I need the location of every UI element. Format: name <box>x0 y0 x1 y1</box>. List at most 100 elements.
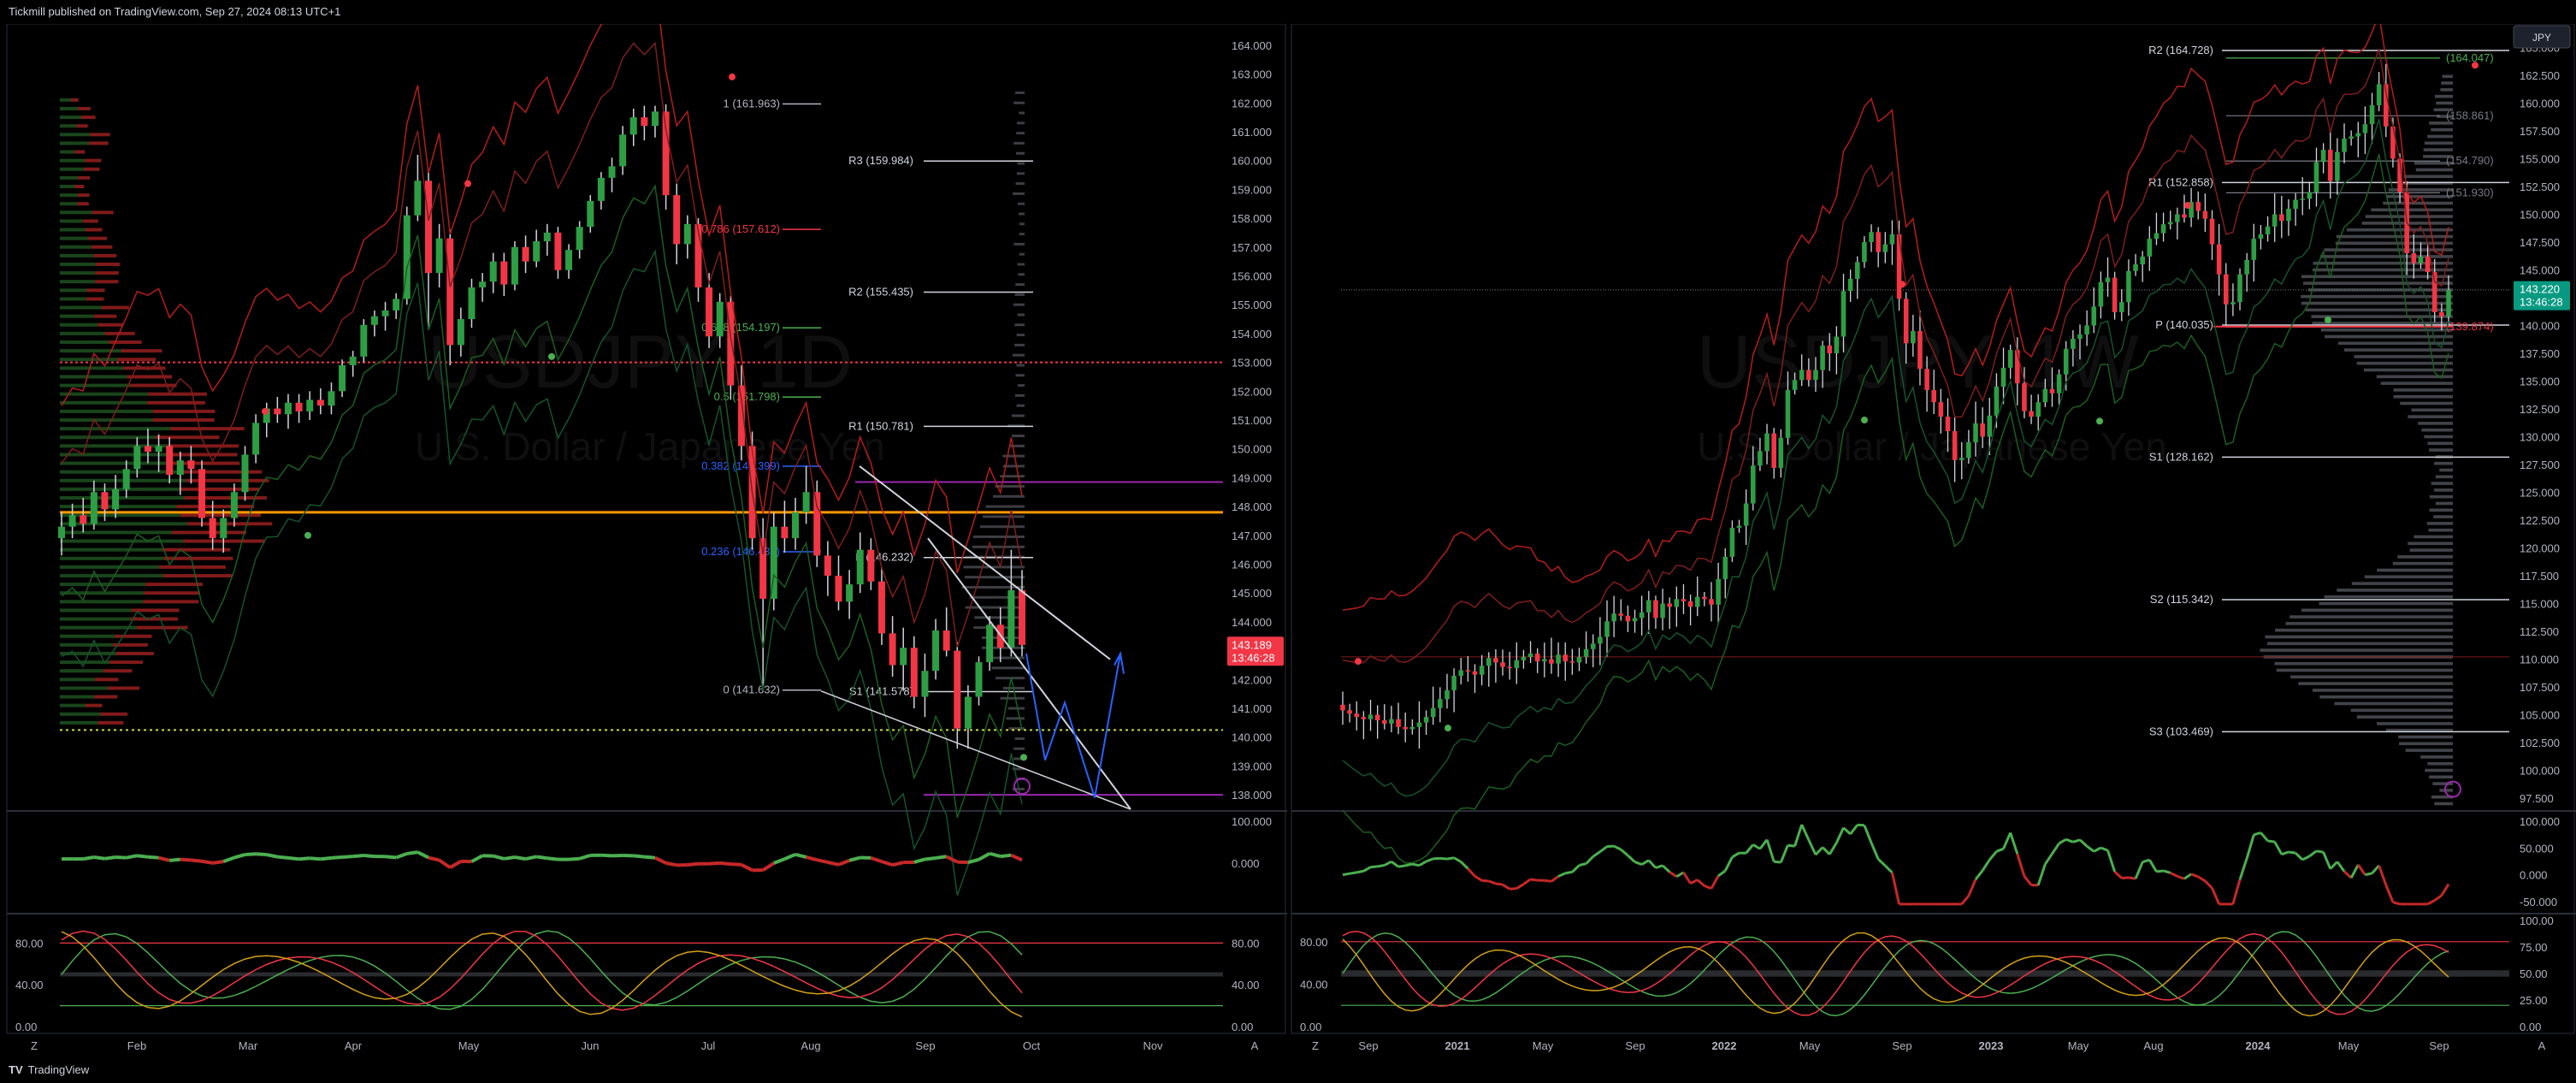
volume-profile-bar <box>2402 181 2453 185</box>
auto-scale-button: A <box>1251 1039 1259 1052</box>
time-tick: Jul <box>701 1039 716 1052</box>
candle-body <box>2390 126 2396 159</box>
tradingview-logo-icon[interactable]: TV <box>9 1063 23 1076</box>
osc2-tick-right: 50.00 <box>2520 968 2548 980</box>
candle-body <box>1598 636 1603 644</box>
candle-body <box>1687 601 1693 607</box>
volume-profile-bar <box>152 409 216 413</box>
candle-body <box>2327 150 2333 181</box>
volume-profile-bar <box>101 305 129 310</box>
candle-body <box>781 526 789 539</box>
price-tick: 157.000 <box>1232 241 1272 254</box>
price-tick: 130.000 <box>2520 431 2560 444</box>
osc1-segment <box>2384 885 2395 903</box>
candle-body <box>68 515 76 527</box>
price-tick: 158.000 <box>1232 212 1272 225</box>
volume-profile-bar <box>1015 91 1025 94</box>
price-tick: 152.000 <box>1232 385 1272 398</box>
volume-profile-bar <box>2319 255 2453 258</box>
volume-profile-bar <box>1016 151 1025 155</box>
candle-body <box>1361 717 1367 719</box>
candle-body <box>932 630 940 672</box>
volume-profile-bar <box>1002 465 1025 468</box>
osc1-segment <box>665 861 677 867</box>
candle-body <box>1702 596 1707 600</box>
price-tick: 145.000 <box>2520 264 2560 277</box>
candle-body <box>1771 433 1776 468</box>
volume-profile-bar <box>60 470 181 474</box>
volume-profile-bar <box>60 340 109 344</box>
volume-profile-bar <box>1018 212 1025 216</box>
osc1-segment <box>1717 869 1727 878</box>
volume-profile-bar <box>2386 194 2453 198</box>
volume-profile-bar <box>1017 121 1025 125</box>
volume-profile-bar <box>60 271 96 275</box>
candle-body <box>910 648 918 697</box>
signal-dot <box>729 73 736 80</box>
osc2-tick-left: 0.00 <box>15 1021 37 1033</box>
osc1-segment <box>1752 843 1761 850</box>
volume-profile-bar <box>152 418 215 422</box>
candle-body <box>1458 670 1464 676</box>
candle-body <box>706 287 713 337</box>
osc1-segment <box>2134 861 2144 879</box>
candle-body <box>1758 451 1763 466</box>
osc1-segment <box>2267 839 2275 843</box>
candle-body <box>856 549 864 585</box>
volume-profile-bar <box>2427 441 2453 446</box>
candle-body <box>252 423 260 455</box>
osc1-segment <box>1640 859 1650 866</box>
osc1-segment <box>2245 834 2255 859</box>
osc1-segment <box>1488 879 1497 885</box>
volume-profile-bar <box>136 625 188 630</box>
osc1-segment <box>1710 875 1720 890</box>
candle-body <box>2349 136 2354 139</box>
osc1-segment <box>1502 883 1510 891</box>
volume-profile-bar <box>2415 168 2453 172</box>
volume-profile-bar <box>2429 775 2453 779</box>
osc1-tick: 100.000 <box>1232 815 1272 828</box>
time-tick: Nov <box>1143 1039 1163 1052</box>
volume-profile-bar <box>180 470 263 474</box>
countdown-label: 13:46:28 <box>2520 296 2563 309</box>
volume-profile-bar <box>2397 555 2453 559</box>
volume-profile-bar <box>2429 508 2453 512</box>
candle-body <box>2307 192 2313 199</box>
trendline <box>820 690 1131 810</box>
volume-profile-bar <box>60 219 83 223</box>
candle-body <box>2258 234 2264 240</box>
candle-body <box>2439 311 2444 317</box>
chart-frame <box>6 24 1286 1034</box>
volume-profile-bar <box>2320 328 2453 332</box>
osc1-segment <box>1579 862 1586 867</box>
volume-profile-bar <box>2324 248 2453 252</box>
candle-body <box>770 526 777 599</box>
candle-body <box>1716 578 1721 605</box>
candle-body <box>2418 256 2424 263</box>
candle-body <box>1882 244 1888 252</box>
osc1-segment <box>1522 878 1532 885</box>
osc1-segment <box>881 860 894 867</box>
volume-profile-bar <box>60 435 156 440</box>
candle-body <box>1722 556 1728 579</box>
candle-body <box>1980 423 1985 437</box>
osc1-segment <box>2177 874 2185 880</box>
osc1-segment <box>1557 872 1566 878</box>
volume-profile-bar <box>1019 222 1025 226</box>
volume-profile-bar <box>60 107 79 110</box>
candle-body <box>2279 214 2284 222</box>
footer-brand[interactable]: TradingView <box>27 1063 90 1076</box>
volume-profile-bar <box>2403 175 2453 179</box>
osc1-segment <box>1779 844 1789 863</box>
volume-profile-bar <box>2383 201 2453 205</box>
candle-body <box>2133 264 2138 271</box>
candle-body <box>1423 717 1429 723</box>
currency-button <box>2513 25 2571 49</box>
candle-body <box>133 446 141 470</box>
time-tick: May <box>1799 1039 1821 1052</box>
volume-profile-bar <box>60 124 77 128</box>
candle-body <box>1911 331 1916 344</box>
volume-profile-bar <box>97 720 124 725</box>
